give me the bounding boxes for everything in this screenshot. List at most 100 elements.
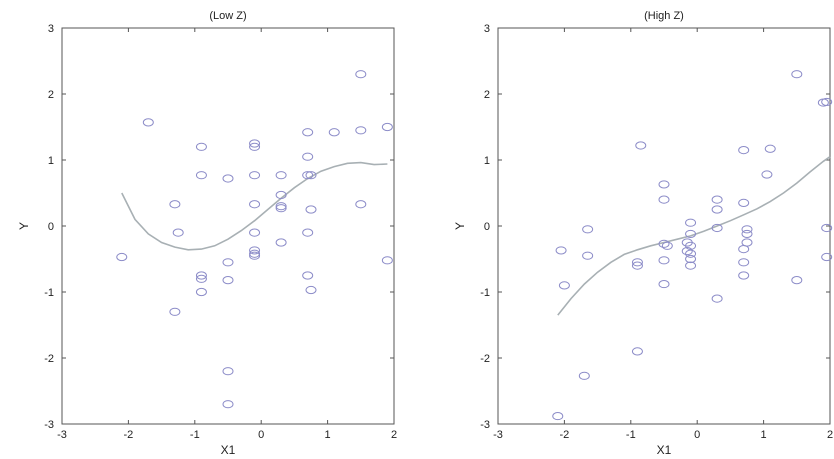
y-tick-label: -2 — [44, 353, 54, 365]
data-point — [222, 367, 234, 376]
y-tick-label: 3 — [48, 23, 54, 35]
data-point — [764, 144, 776, 153]
data-point — [711, 205, 723, 214]
data-point — [685, 254, 697, 264]
y-tick-label: 0 — [48, 221, 54, 233]
data-point — [169, 307, 181, 316]
data-point — [249, 249, 261, 258]
low-z-panel: -3 -2 -1 0 1 2 -3 -2 -1 0 1 2 3 (Low Z) X1 Y — [17, 10, 397, 457]
data-point — [249, 171, 261, 180]
y-tick-label: -2 — [480, 353, 490, 365]
data-point — [582, 225, 594, 234]
data-point — [302, 128, 314, 137]
data-point — [631, 261, 643, 270]
data-point — [555, 246, 567, 255]
x-tick-label: 0 — [694, 429, 700, 441]
x-tick-label: 1 — [761, 429, 767, 441]
data-point — [741, 225, 753, 234]
data-point — [222, 400, 234, 409]
y-tick-label: 3 — [484, 23, 490, 35]
data-point — [305, 285, 317, 295]
y-tick-label: 2 — [484, 89, 490, 101]
data-point — [821, 252, 833, 262]
data-point — [791, 276, 803, 285]
data-point — [681, 246, 693, 256]
data-point — [631, 347, 643, 356]
data-point — [305, 205, 317, 214]
y-tick-label: 1 — [48, 155, 54, 167]
data-point — [738, 198, 750, 207]
plot-frame — [497, 27, 831, 425]
data-point — [658, 279, 670, 289]
x-tick-label: 2 — [391, 429, 397, 441]
data-point — [328, 128, 340, 137]
y-tick-label: 0 — [484, 221, 490, 233]
data-point — [381, 122, 393, 132]
data-point — [821, 223, 833, 233]
x-axis-label: X1 — [657, 443, 672, 457]
data-point — [355, 70, 367, 79]
data-point — [582, 251, 594, 260]
x-axis-label: X1 — [221, 443, 236, 457]
data-point — [558, 281, 570, 290]
data-point — [275, 238, 287, 247]
data-point — [302, 171, 314, 180]
x-tick-label: -2 — [124, 429, 134, 441]
chart-title: (High Z) — [644, 10, 684, 22]
data-point — [195, 271, 207, 280]
y-axis-label: Y — [17, 222, 31, 230]
data-point — [685, 261, 697, 270]
data-point — [172, 228, 184, 237]
x-tick-label: -1 — [190, 429, 200, 441]
y-tick-label: -1 — [480, 287, 490, 299]
data-point — [195, 274, 207, 283]
data-point — [741, 229, 753, 239]
data-point — [738, 258, 750, 267]
data-point — [249, 228, 261, 237]
fitted-curve — [121, 161, 388, 251]
plot-frame — [61, 27, 395, 425]
data-point — [658, 256, 670, 265]
data-point — [275, 204, 287, 213]
data-point — [711, 195, 723, 204]
data-point — [275, 171, 287, 180]
data-point — [249, 251, 261, 260]
x-tick-label: -2 — [560, 429, 570, 441]
y-tick-label: 2 — [48, 89, 54, 101]
data-point — [658, 195, 670, 204]
data-point — [222, 276, 234, 285]
data-point — [195, 287, 207, 297]
data-point — [661, 241, 673, 250]
data-point — [355, 126, 367, 135]
data-point — [195, 171, 207, 180]
data-point — [302, 271, 314, 280]
y-tick-label: -3 — [480, 419, 490, 431]
data-point — [761, 170, 773, 179]
x-tick-label: -3 — [493, 429, 503, 441]
y-axis-label: Y — [453, 222, 467, 230]
data-point — [355, 200, 367, 209]
data-point — [169, 200, 181, 209]
y-tick-label: -1 — [44, 287, 54, 299]
data-point — [821, 97, 833, 107]
data-point — [116, 252, 128, 262]
data-point — [635, 141, 647, 150]
high-z-panel: -3 -2 -1 0 1 2 -3 -2 -1 0 1 2 3 (High Z) X1 Y — [453, 10, 833, 457]
data-point — [275, 190, 287, 200]
data-point — [249, 142, 261, 151]
data-point — [791, 70, 803, 79]
data-point — [222, 174, 234, 183]
data-point — [249, 200, 261, 209]
data-point — [738, 245, 750, 254]
data-point — [738, 146, 750, 155]
data-point — [249, 246, 261, 255]
x-tick-label: 1 — [325, 429, 331, 441]
data-point — [658, 180, 670, 189]
y-tick-label: 1 — [484, 155, 490, 167]
fitted-curve — [557, 156, 831, 316]
data-point — [711, 223, 723, 233]
data-point — [302, 152, 314, 161]
data-point — [142, 118, 154, 127]
data-point — [578, 371, 590, 380]
